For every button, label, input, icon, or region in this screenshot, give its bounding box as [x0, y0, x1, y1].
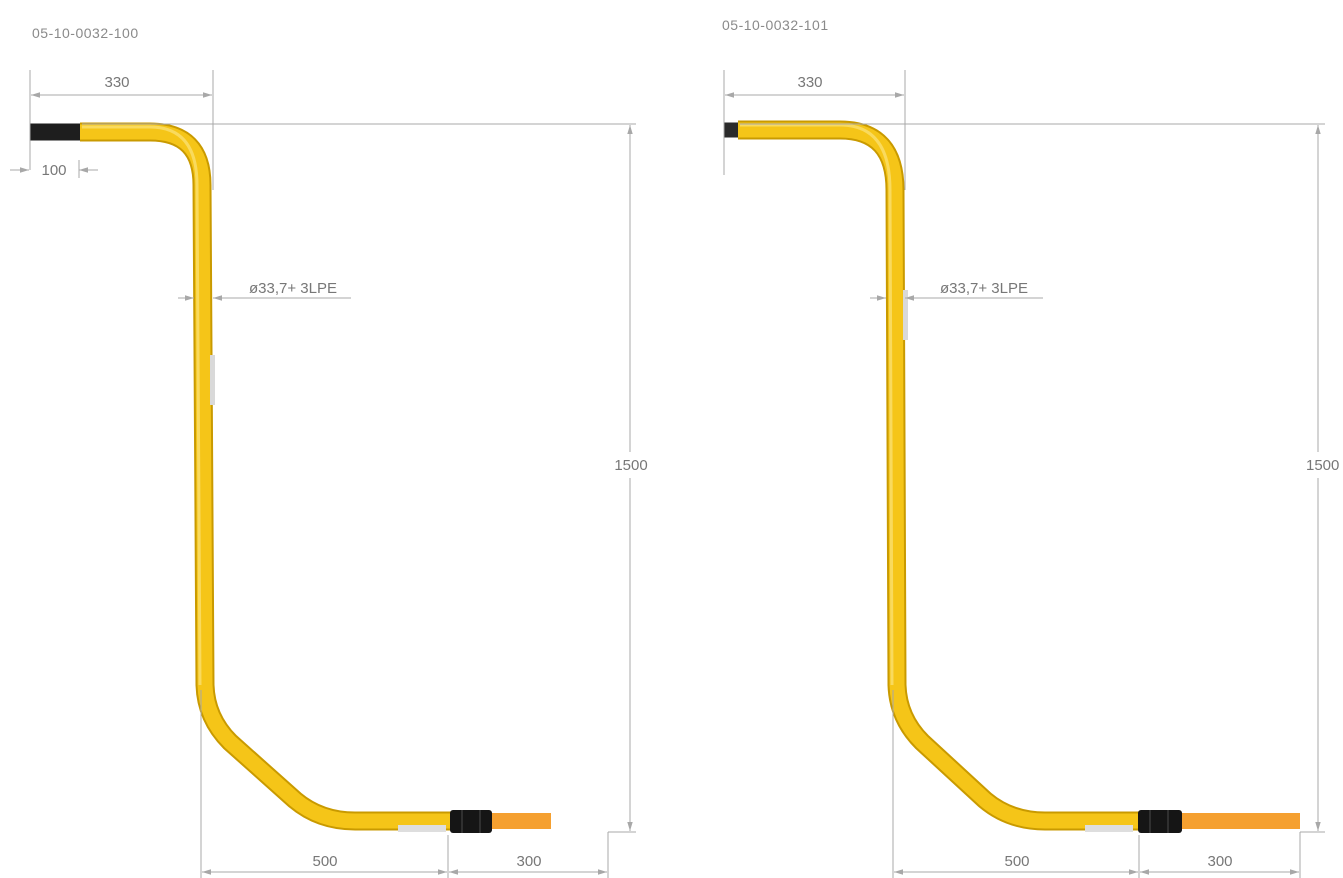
transition-coupling [1138, 810, 1182, 833]
pipe-highlight [82, 125, 202, 686]
pipe-highlight [740, 123, 894, 686]
dimension-top-width-left: 330 [29, 70, 214, 190]
dim-diameter: ø33,7+ 3LPE [940, 280, 1028, 297]
coated-pipe-edge [738, 120, 1140, 831]
dim-diameter: ø33,7+ 3LPE [249, 280, 337, 297]
dim-top-width: 330 [104, 74, 129, 91]
dimension-diameter-left: ø33,7+ 3LPE [178, 280, 351, 301]
drawing-left: 05-10-0032-100 330 [10, 25, 648, 878]
pipe-label-sticker [210, 355, 215, 405]
dimension-height-left: 1500 [82, 123, 648, 833]
dim-height: 1500 [614, 457, 647, 474]
riser-pipe-left [30, 122, 551, 833]
dim-pe-end: 300 [516, 853, 541, 870]
coated-pipe-edge [80, 122, 452, 831]
part-code-right: 05-10-0032-101 [722, 17, 829, 33]
dimension-bottom-right: 500 300 [892, 690, 1301, 878]
dim-steel-end: 100 [41, 162, 66, 179]
dim-pe-end: 300 [1207, 853, 1232, 870]
transition-coupling [450, 810, 492, 833]
dimension-bottom-left: 500 300 [200, 690, 609, 878]
dim-height: 1500 [1306, 457, 1339, 474]
riser-pipe-right [724, 120, 1300, 833]
dimension-diameter-right: ø33,7+ 3LPE [870, 280, 1043, 301]
coated-pipe-body [80, 124, 452, 829]
dimension-height-right: 1500 [740, 123, 1339, 833]
dim-bottom-run: 500 [1004, 853, 1029, 870]
dim-bottom-run: 500 [312, 853, 337, 870]
drawing-right: 05-10-0032-101 330 ø33,7+ 3LPE [722, 17, 1339, 878]
dimension-steel-end-left: 100 [10, 160, 98, 179]
part-code-left: 05-10-0032-100 [32, 25, 139, 41]
pipe-label-sticker [398, 825, 446, 832]
coated-pipe-body [738, 122, 1140, 829]
pipe-label-sticker [903, 290, 908, 340]
pipe-label-sticker [1085, 825, 1133, 832]
dim-top-width: 330 [797, 74, 822, 91]
dimension-top-width-right: 330 [723, 70, 906, 190]
